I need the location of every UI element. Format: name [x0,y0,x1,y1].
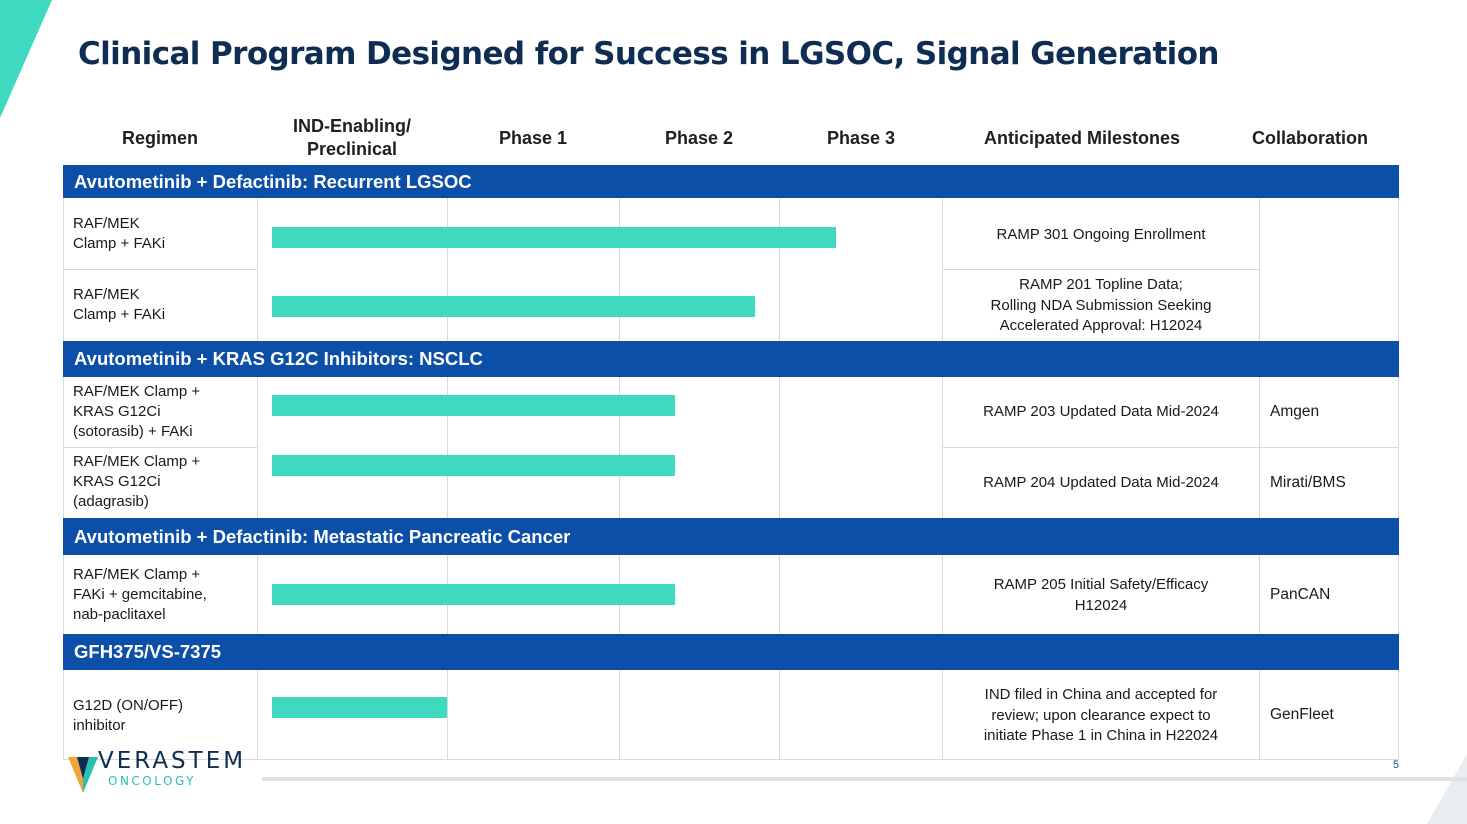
regimen-line: FAKi + gemcitabine, [73,586,207,603]
regimen-line: G12D (ON/OFF) [73,697,184,714]
section-label: GFH375/VS-7375 [74,641,222,662]
section-band-gfh375: GFH375/VS-7375 [63,634,1399,670]
progress-bar-ramp-301 [272,227,837,248]
section-band-pancreatic: Avutometinib + Defactinib: Metastatic Pa… [63,518,1399,555]
regimen-line: Clamp + FAKi [73,306,166,323]
header-ind-enabling: IND-Enabling/ Preclinical [257,112,447,164]
progress-bar-ramp-201 [272,296,755,317]
milestone-line: RAMP 301 Ongoing Enrollment [996,226,1206,243]
milestone-line: RAMP 203 Updated Data Mid-2024 [983,403,1219,420]
milestone-cell: IND filed in China and accepted for revi… [943,685,1259,747]
regimen-line: RAF/MEK [73,286,140,303]
progress-bar-gfh375 [272,697,447,718]
section-label: Avutometinib + Defactinib: Metastatic Pa… [74,525,571,547]
page-number: 5 [1393,759,1400,771]
regimen-cell: RAF/MEK Clamp + KRAS G12Ci (adagrasib) [73,452,200,512]
collaboration-amgen: Amgen [1270,403,1320,420]
milestone-line: review; upon clearance expect to [991,706,1211,724]
milestone-line: RAMP 201 Topline Data; [1019,276,1183,293]
milestone-line: RAMP 205 Initial Safety/Efficacy [993,576,1209,593]
milestone-cell: RAMP 204 Updated Data Mid-2024 [943,473,1259,494]
regimen-cell: RAF/MEK Clamp + KRAS G12Ci (sotorasib) +… [73,382,200,442]
section-band-lgsoc: Avutometinib + Defactinib: Recurrent LGS… [63,165,1399,198]
header-ind-line1: IND-Enabling/ [293,116,411,136]
regimen-line: (adagrasib) [73,493,149,510]
milestone-line: initiate Phase 1 in China in H22024 [983,727,1219,744]
header-phase-1: Phase 1 [498,127,568,148]
corner-accent-bottom-right [1427,754,1467,824]
regimen-line: inhibitor [73,717,126,734]
corner-accent-top-left [0,0,52,118]
section-band-nsclc: Avutometinib + KRAS G12C Inhibitors: NSC… [63,341,1399,377]
progress-bar-ramp-205 [272,584,675,605]
header-ind-line2: Preclinical [306,139,398,159]
header-phase-2: Phase 2 [664,127,734,148]
collaboration-pancan: PanCAN [1270,586,1331,603]
milestone-line: RAMP 204 Updated Data Mid-2024 [983,474,1219,491]
logo-wordmark: VERASTEM [98,748,247,774]
header-collaboration: Collaboration [1252,127,1368,148]
progress-bar-ramp-203 [272,395,675,416]
milestone-cell: RAMP 205 Initial Safety/Efficacy H12024 [943,575,1259,616]
milestone-cell: RAMP 201 Topline Data; Rolling NDA Submi… [943,275,1259,337]
footer-divider [262,777,1467,781]
regimen-cell: G12D (ON/OFF) inhibitor [73,696,183,736]
collaboration-mirati-bms: Mirati/BMS [1270,474,1346,491]
regimen-cell: RAF/MEK Clamp + FAKi [73,285,165,325]
regimen-line: KRAS G12Ci [73,403,161,420]
milestone-line: H12024 [1074,596,1128,614]
regimen-cell: RAF/MEK Clamp + FAKi [73,214,165,254]
regimen-line: KRAS G12Ci [73,473,161,490]
milestone-line: IND filed in China and accepted for [984,686,1218,703]
regimen-line: RAF/MEK [73,215,140,232]
milestone-line: Rolling NDA Submission Seeking [990,296,1212,314]
regimen-line: nab-paclitaxel [73,606,166,623]
regimen-line: Clamp + FAKi [73,235,166,252]
regimen-line: (sotorasib) + FAKi [73,423,193,440]
header-regimen: Regimen [121,127,199,148]
header-phase-3: Phase 3 [826,127,896,148]
milestone-cell: RAMP 203 Updated Data Mid-2024 [943,402,1259,423]
regimen-line: RAF/MEK Clamp + [73,566,201,583]
section-label: Avutometinib + KRAS G12C Inhibitors: NSC… [74,348,483,369]
page-title: Clinical Program Designed for Success in… [78,36,1219,72]
milestone-line: Accelerated Approval: H12024 [999,317,1203,334]
regimen-line: RAF/MEK Clamp + [73,453,201,470]
milestone-cell: RAMP 301 Ongoing Enrollment [943,225,1259,246]
section-label: Avutometinib + Defactinib: Recurrent LGS… [74,170,472,192]
collaboration-genfleet: GenFleet [1270,706,1334,723]
header-milestones: Anticipated Milestones [983,127,1181,148]
progress-bar-ramp-204 [272,455,675,476]
logo-subtitle: ONCOLOGY [108,774,196,788]
regimen-cell: RAF/MEK Clamp + FAKi + gemcitabine, nab-… [73,565,207,625]
verastem-v-icon [68,757,98,798]
regimen-line: RAF/MEK Clamp + [73,383,201,400]
